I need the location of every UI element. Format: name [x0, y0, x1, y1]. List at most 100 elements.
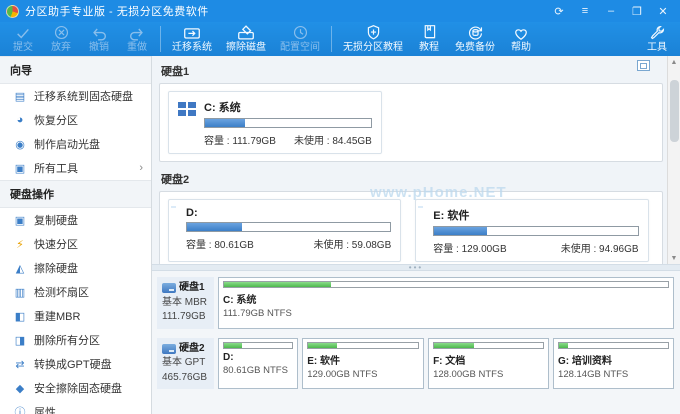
undo-arrow-icon [90, 24, 108, 41]
sidebar-item-wipe-disk[interactable]: ◭ 擦除硬盘 [0, 256, 151, 280]
menu-icon[interactable]: ≡ [581, 5, 589, 17]
sidebar-item-label: 转换成GPT硬盘 [34, 359, 112, 371]
sidebar-item-migrate-to-ssd[interactable]: ▤ 迁移系统到固态硬盘 [0, 84, 151, 108]
sidebar-item-make-boot-disc[interactable]: ◉ 制作启动光盘 [0, 132, 151, 156]
disk-map-view: 硬盘1 基本 MBR 111.79GB C: 系统 111.79GB NTFS … [152, 271, 680, 414]
partition-card-e[interactable]: E: 软件 容量 : 129.00GB 未使用 : 94.96GB [415, 199, 649, 262]
boot-disc-icon: ◉ [15, 138, 25, 151]
sidebar-item-rebuild-mbr[interactable]: ◧ 重建MBR [0, 304, 151, 328]
disk-type: 基本 GPT [162, 357, 206, 368]
redo-button[interactable]: 重做 [118, 23, 156, 54]
migrate-os-button[interactable]: 迁移系统 [165, 23, 219, 54]
partition-title: E: 软件 [433, 210, 470, 222]
partition-title: G: 培训资料 [558, 355, 612, 367]
minimize-button[interactable]: – [607, 5, 615, 17]
lightning-icon: ⚡ [16, 238, 24, 251]
allocate-space-button[interactable]: 配置空间 [273, 23, 327, 54]
partition-fs: 129.00GB NTFS [307, 368, 378, 380]
sidebar-item-copy-disk[interactable]: ▣ 复制硬盘 [0, 208, 151, 232]
scrollbar-thumb[interactable] [669, 80, 679, 142]
chevron-right-icon: › [139, 162, 143, 174]
toolbar-separator [331, 26, 332, 52]
lossless-tutorial-button[interactable]: 无损分区教程 [336, 23, 410, 54]
redo-arrow-icon [128, 24, 146, 41]
help-button[interactable]: 帮助 [502, 23, 540, 54]
usage-bar [223, 341, 294, 349]
sidebar: 向导 ▤ 迁移系统到固态硬盘 ◕ 恢复分区 ◉ 制作启动光盘 ▣ 所有工具 › … [0, 56, 152, 414]
sidebar-item-label: 快速分区 [34, 239, 78, 251]
free-backup-button[interactable]: 免费备份 [448, 23, 502, 54]
sidebar-item-label: 恢复分区 [34, 115, 78, 127]
unused-text: 未使用 : 94.96GB [560, 244, 639, 255]
maximize-button[interactable]: ❐ [632, 5, 642, 18]
wrench-icon [649, 24, 666, 41]
usage-bar [186, 222, 392, 232]
partition-card-c[interactable]: C: 系统 容量 : 111.79GB 未使用 : 84.45GB [168, 91, 382, 154]
sidebar-header-wizard: 向导 [0, 56, 151, 84]
sidebar-item-label: 复制硬盘 [34, 215, 78, 227]
sidebar-item-all-tools[interactable]: ▣ 所有工具 › [0, 156, 151, 180]
check-icon [14, 24, 32, 41]
scroll-up-icon[interactable]: ▲ [670, 58, 678, 66]
partition-fs: 128.00GB NTFS [433, 368, 504, 380]
wipe-disk-button[interactable]: 擦除磁盘 [219, 23, 273, 54]
sidebar-item-label: 擦除硬盘 [34, 263, 78, 275]
discard-button[interactable]: 放弃 [42, 23, 80, 54]
partition-card-d[interactable]: D: 容量 : 80.61GB 未使用 : 59.08GB [168, 199, 402, 262]
disk-eraser-icon [236, 24, 256, 41]
disk-size: 111.79GB [162, 311, 206, 322]
eraser-icon: ◭ [15, 262, 25, 275]
usage-bar [223, 281, 669, 288]
scan-disk-icon: ▥ [14, 286, 26, 299]
map-partition-c[interactable]: C: 系统 111.79GB NTFS [218, 277, 674, 329]
view-toggle-icon[interactable] [637, 60, 650, 71]
usage-bar [433, 226, 639, 236]
map-partition-e[interactable]: E: 软件 129.00GB NTFS [302, 337, 425, 389]
sidebar-item-label: 删除所有分区 [34, 335, 100, 347]
sidebar-item-delete-all-partitions[interactable]: ◨ 删除所有分区 [0, 328, 151, 352]
vertical-scrollbar[interactable]: ▲ ▼ [667, 56, 680, 264]
refresh-icon[interactable]: ⟳ [554, 5, 564, 18]
tutorial-button[interactable]: 教程 [410, 23, 448, 54]
sidebar-item-check-bad-sectors[interactable]: ▥ 检测坏扇区 [0, 280, 151, 304]
sidebar-item-recover-partition[interactable]: ◕ 恢复分区 [0, 108, 151, 132]
book-icon [421, 24, 438, 41]
undo-button[interactable]: 撤销 [80, 23, 118, 54]
disk-size: 465.76GB [162, 371, 208, 383]
delete-partitions-icon: ◨ [14, 334, 26, 347]
secure-erase-icon: ◆ [15, 382, 25, 395]
disk2-info[interactable]: 硬盘2 基本 GPT 465.76GB [157, 337, 214, 389]
disk1-info[interactable]: 硬盘1 基本 MBR 111.79GB [157, 277, 214, 329]
disk2-row: 硬盘2 基本 GPT 465.76GB D: 80.61GB NTFS E: 软… [157, 337, 674, 389]
sidebar-item-label: 制作启动光盘 [34, 139, 100, 151]
partition-fs: 128.14GB NTFS [558, 368, 629, 380]
heart-icon [512, 24, 530, 41]
toolbar: 提交 放弃 撤销 重做 迁移系统 擦除磁盘 配置空间 无损分区教程 教程 免费备… [0, 22, 680, 56]
sidebar-item-properties[interactable]: ⓘ 属性 [0, 400, 151, 414]
windows-logo-icon [178, 102, 196, 117]
shield-plus-icon [365, 24, 382, 41]
unused-text: 未使用 : 84.45GB [294, 136, 372, 147]
convert-arrows-icon: ⇄ [15, 358, 25, 371]
map-partition-g[interactable]: G: 培训资料 128.14GB NTFS [553, 337, 674, 389]
tools-button[interactable]: 工具 [638, 23, 676, 54]
partition-title: C: 系统 [223, 295, 257, 306]
commit-button[interactable]: 提交 [4, 23, 42, 54]
partition-fs: 80.61GB NTFS [223, 364, 288, 376]
sidebar-item-convert-to-gpt[interactable]: ⇄ 转换成GPT硬盘 [0, 352, 151, 376]
window-title: 分区助手专业版 - 无损分区免费软件 [25, 6, 209, 18]
map-partition-d[interactable]: D: 80.61GB NTFS [218, 337, 299, 389]
sidebar-item-secure-erase-ssd[interactable]: ◆ 安全擦除固态硬盘 [0, 376, 151, 400]
capacity-text: 容量 : 129.00GB [433, 244, 507, 255]
disk2-panel: D: 容量 : 80.61GB 未使用 : 59.08GB E: 软件 [159, 191, 663, 264]
drive-icon [162, 283, 176, 294]
usage-bar [204, 118, 372, 128]
map-partition-f[interactable]: F: 文档 128.00GB NTFS [428, 337, 550, 389]
disk1-panel: C: 系统 容量 : 111.79GB 未使用 : 84.45GB [159, 83, 663, 162]
sidebar-item-quick-partition[interactable]: ⚡ 快速分区 [0, 232, 151, 256]
sidebar-item-label: 迁移系统到固态硬盘 [34, 91, 133, 103]
partition-title: E: 软件 [307, 355, 340, 367]
close-button[interactable]: ✕ [658, 5, 668, 18]
panel-splitter[interactable]: ••• [152, 263, 680, 271]
scroll-down-icon[interactable]: ▼ [670, 254, 678, 262]
